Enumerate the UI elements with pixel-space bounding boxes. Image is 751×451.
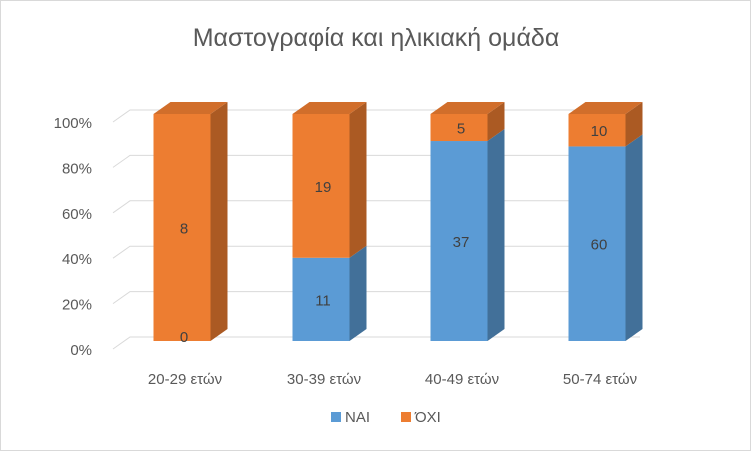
bar-side bbox=[349, 102, 367, 258]
y-tick-label: 80% bbox=[62, 160, 92, 177]
bar-side bbox=[349, 245, 367, 341]
bar-top bbox=[430, 102, 505, 114]
data-label: 5 bbox=[457, 121, 465, 138]
bar-segment bbox=[292, 114, 350, 258]
legend-label: ΝΑΙ bbox=[345, 409, 370, 426]
data-label: 19 bbox=[315, 179, 332, 196]
bar-top bbox=[292, 102, 367, 114]
bar-side bbox=[487, 129, 505, 341]
bar-side bbox=[487, 102, 505, 142]
data-label: 10 bbox=[591, 123, 608, 140]
bar-top bbox=[153, 102, 228, 114]
data-label: 60 bbox=[591, 237, 608, 254]
chart-title: Μαστογραφία και ηλικιακή ομάδα bbox=[193, 24, 560, 52]
data-label: 0 bbox=[180, 329, 188, 346]
data-label: 37 bbox=[453, 234, 470, 251]
bar-segment bbox=[430, 141, 488, 341]
legend: ΝΑΙ ΌΧΙ bbox=[331, 409, 441, 426]
y-tick-label: 100% bbox=[54, 115, 92, 132]
bar-segment bbox=[430, 114, 488, 142]
bar-side bbox=[210, 102, 228, 341]
bar-side bbox=[625, 134, 643, 341]
x-tick-label: 40-49 ετών bbox=[425, 371, 499, 388]
bar-segment bbox=[153, 114, 211, 341]
y-tick-label: 0% bbox=[70, 342, 92, 359]
x-tick-label: 50-74 ετών bbox=[563, 371, 637, 388]
bar-segment bbox=[568, 146, 626, 341]
bar-top bbox=[568, 102, 643, 114]
x-tick-label: 30-39 ετών bbox=[287, 371, 361, 388]
y-tick-label: 40% bbox=[62, 251, 92, 268]
bar-segment bbox=[292, 257, 350, 341]
legend-swatch bbox=[331, 412, 341, 422]
data-label: 8 bbox=[180, 221, 188, 238]
data-label: 11 bbox=[315, 292, 331, 309]
legend-swatch bbox=[401, 412, 411, 422]
x-axis: 20-29 ετών 30-39 ετών 40-49 ετών 50-74 ετών bbox=[148, 371, 637, 388]
x-tick-label: 20-29 ετών bbox=[148, 371, 222, 388]
y-tick-label: 60% bbox=[62, 206, 92, 223]
bar-side bbox=[625, 102, 643, 147]
bars: 0 8 11 19 37 5 60 10 bbox=[153, 102, 643, 346]
y-axis: 0% 20% 40% 60% 80% 100% bbox=[54, 115, 92, 359]
y-tick-label: 20% bbox=[62, 297, 92, 314]
bar-segment bbox=[568, 114, 626, 147]
legend-label: ΌΧΙ bbox=[414, 409, 441, 426]
